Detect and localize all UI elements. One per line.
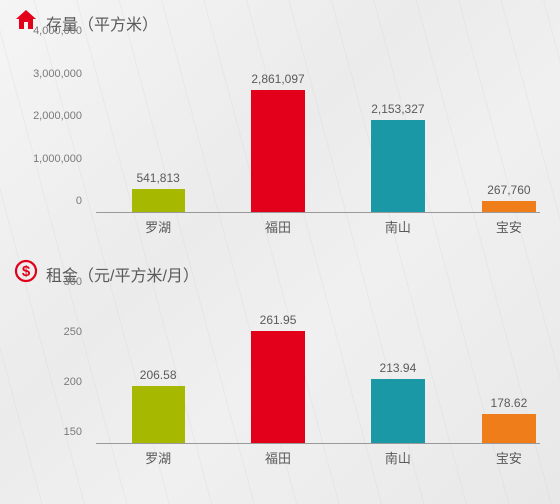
y-tick-label: 3,000,000 [33, 68, 82, 80]
plot-area: 541,813 2,861,097 2,153,327 267,760 [96, 43, 540, 213]
bar: 2,861,097 [251, 90, 304, 212]
y-tick-label: 2,000,000 [33, 110, 82, 122]
x-tick-label: 罗湖 [145, 217, 171, 236]
bar-value-label: 261.95 [260, 313, 297, 327]
bar-value-label: 213.94 [380, 361, 417, 375]
bar: 2,153,327 [371, 120, 424, 212]
bar-value-label: 541,813 [136, 171, 179, 185]
bar: 206.58 [132, 386, 185, 443]
y-tick-label: 0 [76, 195, 82, 207]
chart-title-row: 存量（平方米） [0, 8, 560, 37]
bar: 178.62 [482, 414, 535, 443]
x-axis-labels: 罗湖 福田 南山 宝安 [96, 444, 540, 468]
y-tick-label: 1,000,000 [33, 153, 82, 165]
chart-panel-rent: $ 租金（元/平方米/月） 150200250300 206.58261.952… [0, 251, 560, 468]
chart-panel-stock: 存量（平方米） 0 1,000,000 2,000,000 3,000,000 4,00… [0, 0, 560, 237]
bar: 267,760 [482, 201, 535, 212]
x-tick-label: 宝安 [496, 217, 522, 236]
svg-text:$: $ [22, 263, 31, 280]
y-tick-label: 4,000,000 [33, 25, 82, 37]
bar-value-label: 267,760 [487, 183, 530, 197]
bar-value-label: 178.62 [491, 396, 528, 410]
y-tick-label: 200 [64, 376, 82, 388]
chart-area-rent: 150200250300 206.58261.95213.94178.62 罗湖… [26, 294, 560, 468]
bar-value-label: 2,861,097 [251, 72, 304, 86]
x-axis-labels: 罗湖 福田 南山 宝安 [96, 213, 540, 237]
x-tick-label: 福田 [265, 217, 291, 236]
y-axis: 01,000,0002,000,0003,000,0004,000,000 [26, 43, 90, 213]
dollar-icon: $ [14, 259, 38, 288]
bar-value-label: 206.58 [140, 368, 177, 382]
bar: 261.95 [251, 331, 304, 443]
bar-value-label: 2,153,327 [371, 102, 424, 116]
y-tick-label: 300 [64, 276, 82, 288]
x-tick-label: 南山 [385, 448, 411, 467]
chart-area-stock: 01,000,0002,000,0003,000,0004,000,000 54… [26, 43, 560, 237]
y-axis: 150200250300 [26, 294, 90, 444]
y-tick-label: 150 [64, 426, 82, 438]
chart-title-row: $ 租金（元/平方米/月） [0, 259, 560, 288]
x-tick-label: 宝安 [496, 448, 522, 467]
x-tick-label: 福田 [265, 448, 291, 467]
x-tick-label: 罗湖 [145, 448, 171, 467]
x-tick-label: 南山 [385, 217, 411, 236]
bar: 541,813 [132, 189, 185, 212]
plot-area: 206.58 261.95 213.94 178.62 [96, 294, 540, 444]
bar: 213.94 [371, 379, 424, 443]
y-tick-label: 250 [64, 326, 82, 338]
